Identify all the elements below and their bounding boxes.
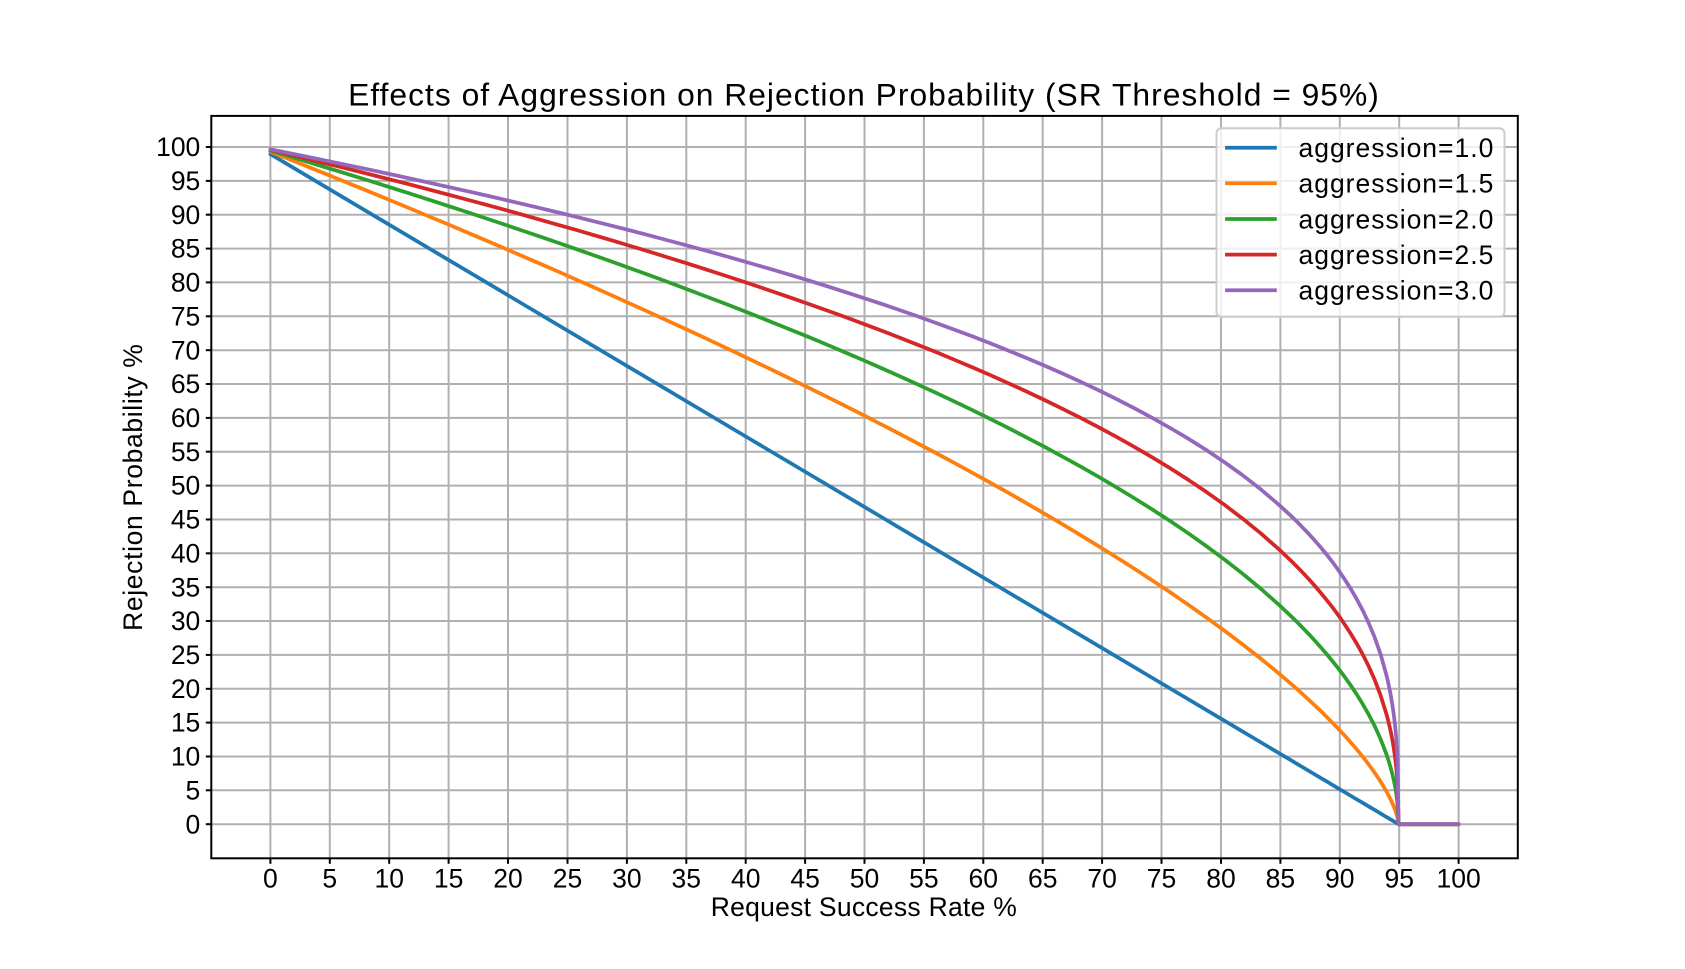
svg-text:aggression=2.0: aggression=2.0: [1299, 204, 1495, 234]
svg-text:55: 55: [171, 437, 200, 467]
svg-text:45: 45: [171, 505, 200, 535]
svg-text:Effects of Aggression on Rejec: Effects of Aggression on Rejection Proba…: [348, 77, 1380, 113]
svg-text:25: 25: [553, 863, 582, 893]
svg-text:80: 80: [1206, 863, 1235, 893]
svg-text:80: 80: [171, 268, 200, 298]
svg-text:aggression=2.5: aggression=2.5: [1299, 240, 1495, 270]
svg-text:15: 15: [171, 708, 200, 738]
svg-text:95: 95: [1384, 863, 1413, 893]
svg-text:55: 55: [909, 863, 938, 893]
svg-text:30: 30: [612, 863, 641, 893]
svg-text:0: 0: [263, 863, 278, 893]
svg-text:5: 5: [322, 863, 337, 893]
svg-text:Rejection Probability %: Rejection Probability %: [118, 343, 148, 630]
svg-text:20: 20: [171, 674, 200, 704]
svg-text:40: 40: [171, 538, 200, 568]
svg-text:70: 70: [1087, 863, 1116, 893]
svg-text:Request Success Rate %: Request Success Rate %: [711, 892, 1017, 922]
svg-text:10: 10: [374, 863, 403, 893]
svg-text:30: 30: [171, 606, 200, 636]
svg-text:75: 75: [1147, 863, 1176, 893]
svg-text:65: 65: [1028, 863, 1057, 893]
svg-text:50: 50: [850, 863, 879, 893]
svg-text:40: 40: [731, 863, 760, 893]
svg-text:90: 90: [1325, 863, 1354, 893]
svg-text:10: 10: [171, 742, 200, 772]
svg-text:100: 100: [156, 132, 200, 162]
svg-text:85: 85: [1266, 863, 1295, 893]
svg-text:35: 35: [672, 863, 701, 893]
svg-text:85: 85: [171, 234, 200, 264]
svg-text:100: 100: [1436, 863, 1480, 893]
svg-text:aggression=1.0: aggression=1.0: [1299, 133, 1495, 163]
svg-text:65: 65: [171, 369, 200, 399]
svg-text:25: 25: [171, 640, 200, 670]
svg-text:90: 90: [171, 200, 200, 230]
svg-text:70: 70: [171, 335, 200, 365]
svg-text:95: 95: [171, 166, 200, 196]
svg-text:75: 75: [171, 301, 200, 331]
svg-text:5: 5: [186, 775, 201, 805]
svg-text:35: 35: [171, 572, 200, 602]
svg-text:aggression=3.0: aggression=3.0: [1299, 276, 1495, 306]
svg-text:aggression=1.5: aggression=1.5: [1299, 169, 1495, 199]
svg-text:45: 45: [790, 863, 819, 893]
svg-text:0: 0: [186, 809, 201, 839]
svg-text:60: 60: [969, 863, 998, 893]
svg-text:60: 60: [171, 403, 200, 433]
svg-text:15: 15: [434, 863, 463, 893]
svg-text:50: 50: [171, 471, 200, 501]
svg-text:20: 20: [493, 863, 522, 893]
